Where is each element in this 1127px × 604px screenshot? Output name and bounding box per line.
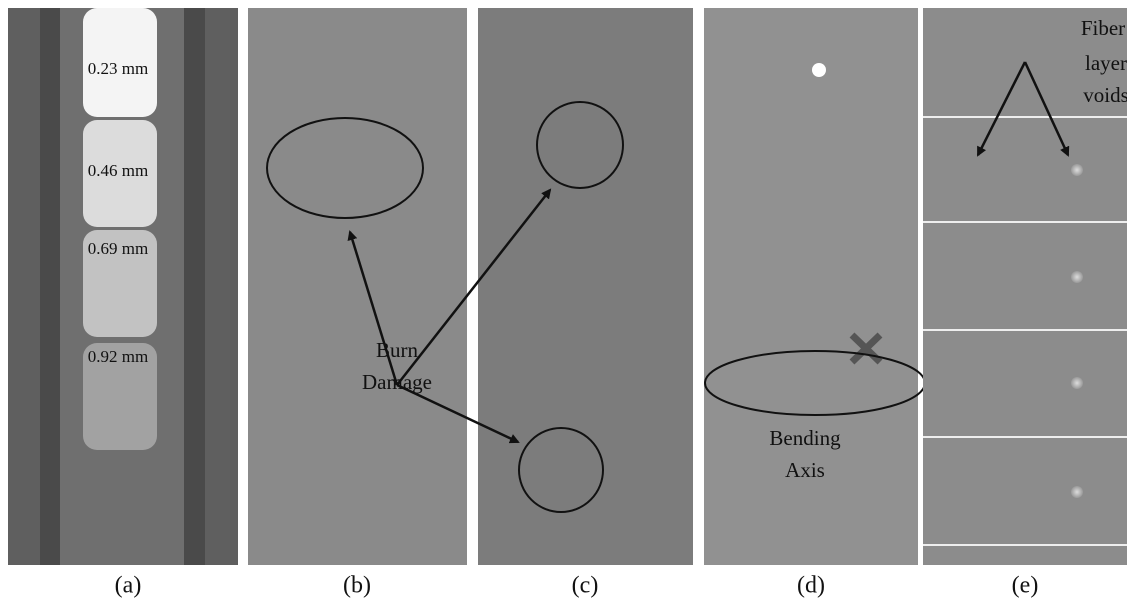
caption: (d) — [797, 573, 825, 599]
panel-b: Burn Damage — [248, 8, 467, 565]
annotation: voids — [1083, 83, 1127, 107]
thickness-label: 0.92 mm — [88, 347, 148, 366]
caption: (c) — [572, 573, 599, 599]
panel-a: 0.23 mm 0.46 mm 0.69 mm 0.92 mm — [8, 8, 238, 565]
annotation: Axis — [785, 458, 825, 482]
annotation: Bending — [769, 426, 841, 450]
thickness-label: 0.46 mm — [88, 161, 148, 180]
caption: (a) — [115, 573, 142, 599]
annotation: Fiber — [1081, 16, 1125, 40]
panel-d: Bending Axis — [704, 8, 925, 565]
thickness-label: 0.69 mm — [88, 239, 148, 258]
thickness-label: 0.23 mm — [88, 59, 148, 78]
figure: 0.23 mm 0.46 mm 0.69 mm 0.92 mm Burn Dam… — [0, 0, 1127, 604]
annotation: layer — [1085, 51, 1127, 75]
panel-e: Fiber layer voids — [923, 8, 1127, 565]
caption: (e) — [1012, 573, 1039, 599]
panel-c — [478, 8, 693, 565]
caption: (b) — [343, 573, 371, 599]
